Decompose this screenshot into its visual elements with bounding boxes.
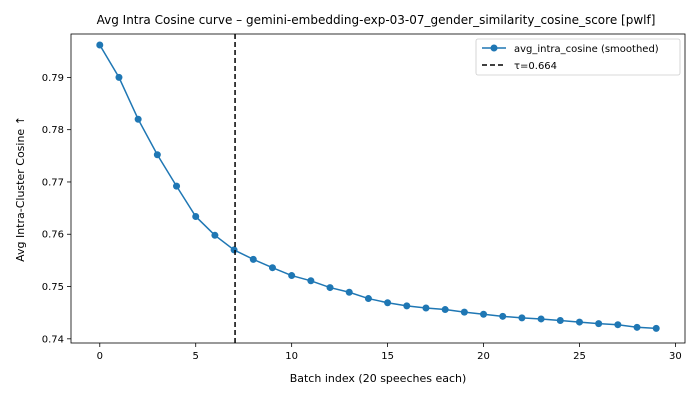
data-point: [153, 151, 161, 159]
data-point: [384, 299, 392, 307]
x-tick-label: 5: [193, 351, 199, 362]
data-point: [173, 182, 181, 190]
x-tick-label: 25: [573, 351, 586, 362]
data-point: [422, 304, 430, 312]
x-tick-label: 10: [285, 351, 298, 362]
y-tick-label: 0.77: [42, 177, 64, 188]
data-point: [192, 212, 200, 220]
legend-series-label: avg_intra_cosine (smoothed): [514, 44, 659, 55]
x-tick-label: 20: [477, 351, 490, 362]
y-tick-label: 0.78: [42, 125, 64, 136]
x-tick-label: 15: [381, 351, 394, 362]
y-tick-label: 0.76: [42, 230, 64, 241]
data-point: [211, 231, 219, 239]
legend-vline-label: τ=0.664: [514, 61, 557, 72]
x-axis-label: Batch index (20 speeches each): [290, 372, 467, 385]
data-point: [115, 73, 123, 81]
legend: avg_intra_cosine (smoothed) τ=0.664: [475, 38, 681, 76]
data-point: [575, 318, 583, 326]
data-point: [364, 295, 372, 303]
data-point: [460, 308, 468, 316]
data-point: [614, 321, 622, 329]
axes: 0 5 10 15 20 25 30 0.74 0.75 0.76 0.77 0.78 0.79: [42, 73, 682, 362]
y-axis-label: Avg Intra-Cluster Cosine ↑: [14, 116, 27, 262]
data-point: [518, 314, 526, 322]
plot-area: [96, 34, 660, 343]
data-point: [652, 324, 660, 332]
data-point: [230, 246, 238, 254]
data-point: [480, 310, 488, 318]
series-line: [99, 44, 657, 330]
x-tick-label: 30: [669, 351, 682, 362]
y-tick-label: 0.79: [42, 73, 64, 84]
data-point: [499, 312, 507, 320]
plot-frame: [70, 33, 686, 344]
data-point: [326, 284, 334, 292]
chart-title: Avg Intra Cosine curve – gemini-embeddin…: [97, 13, 656, 27]
data-point: [403, 302, 411, 310]
data-point: [595, 320, 603, 328]
data-point: [249, 255, 257, 263]
y-tick-label: 0.74: [42, 334, 64, 345]
data-point: [556, 317, 564, 325]
legend-box: [475, 38, 681, 76]
data-point: [268, 264, 276, 272]
data-point: [134, 115, 142, 123]
data-point: [96, 41, 104, 49]
data-point: [633, 323, 641, 331]
data-point: [441, 306, 449, 314]
y-tick-label: 0.75: [42, 282, 64, 293]
legend-series-marker: [490, 44, 498, 52]
data-point: [537, 315, 545, 323]
x-tick-label: 0: [97, 351, 103, 362]
data-point: [288, 272, 296, 280]
data-point: [345, 288, 353, 296]
data-point: [307, 277, 315, 285]
